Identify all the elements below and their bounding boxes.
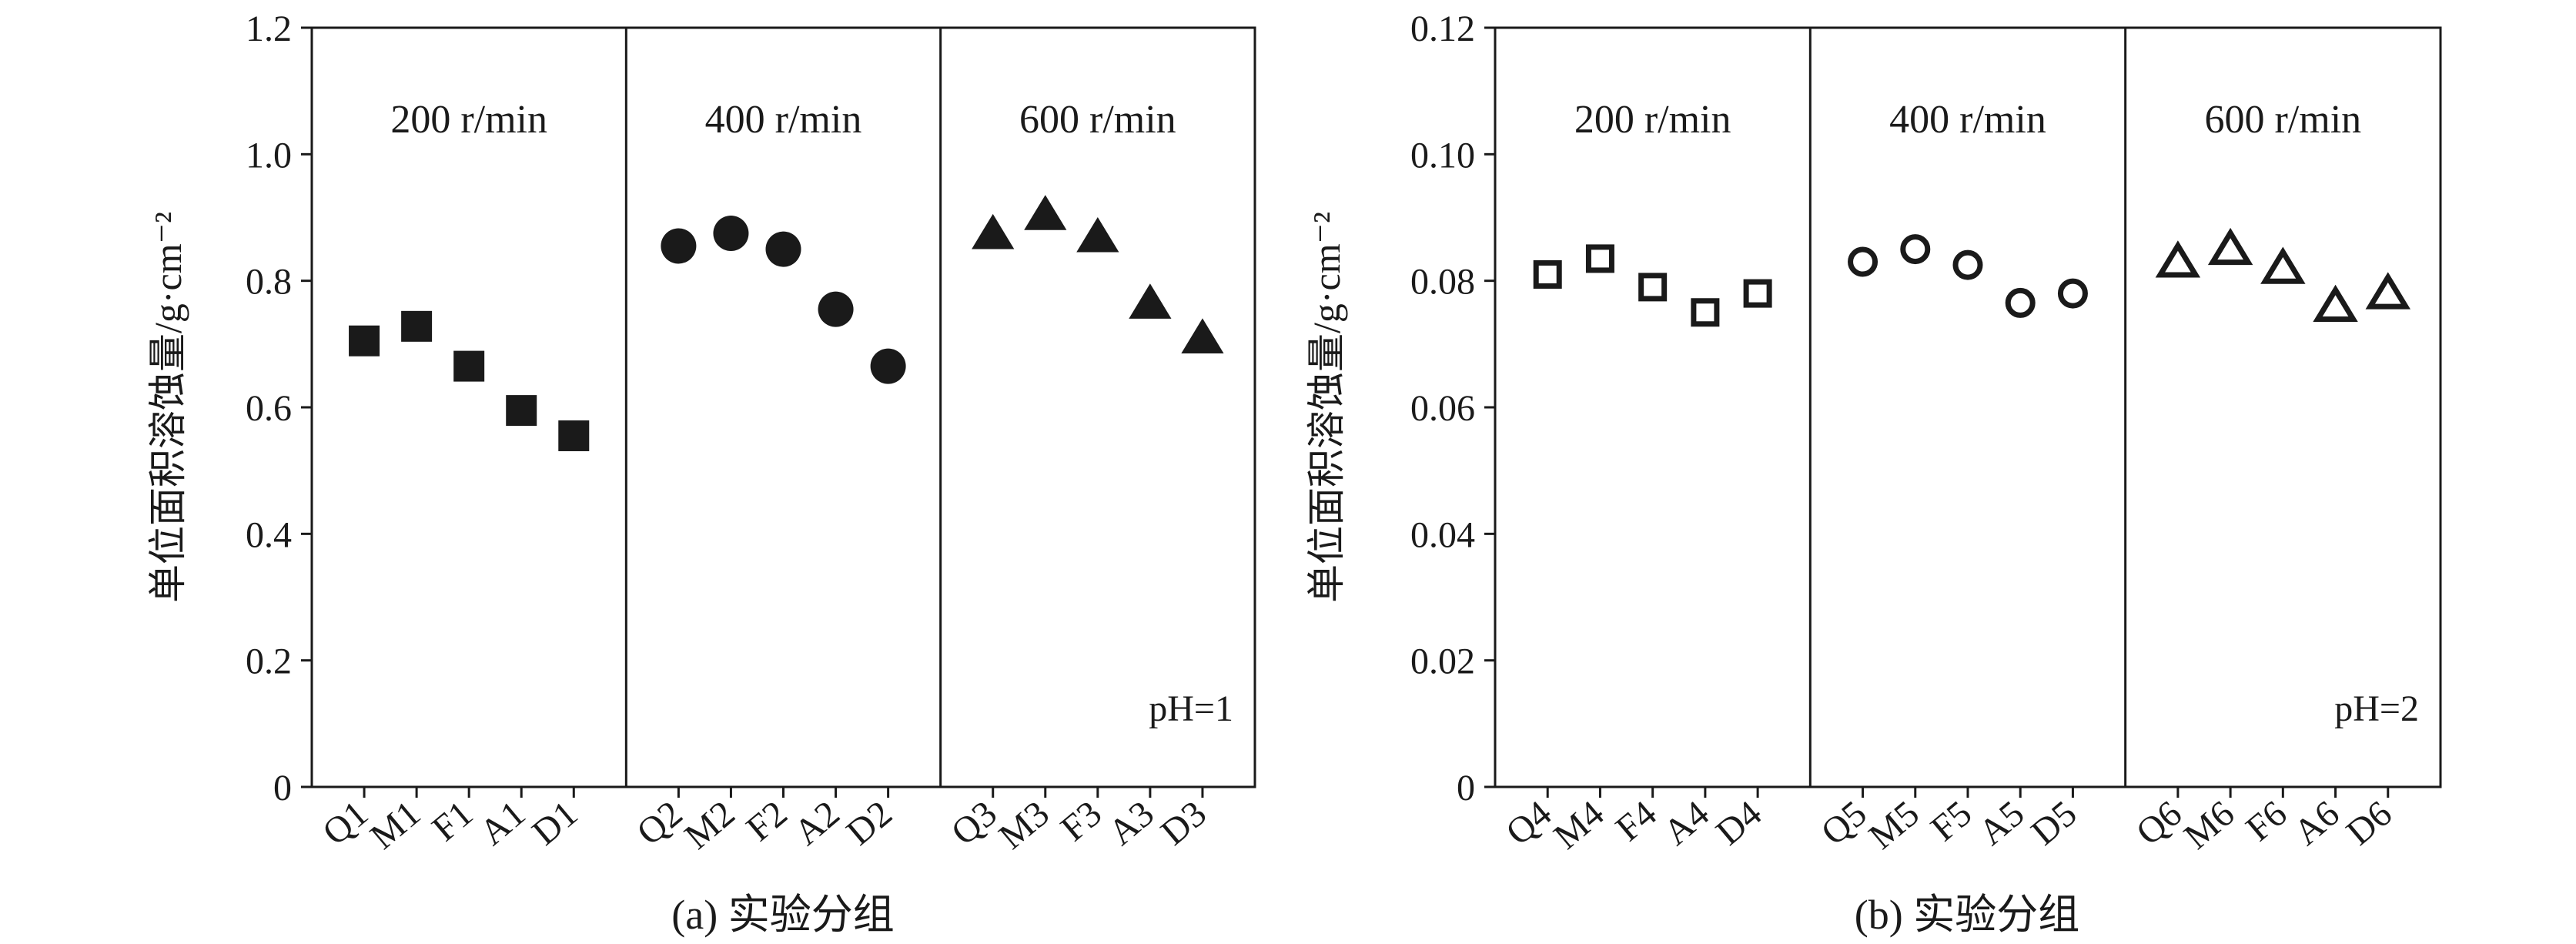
x-tick-label: M2: [677, 793, 742, 857]
x-tick-label: M1: [363, 793, 428, 857]
data-point-M6: [2207, 227, 2253, 266]
y-tick-label: 0.06: [1410, 388, 1475, 429]
data-point-Q3: [972, 213, 1015, 249]
y-tick-label: 0.2: [246, 641, 292, 682]
data-point-Q2: [661, 228, 697, 264]
x-tick-label: M3: [992, 793, 1057, 857]
data-point-F2: [765, 231, 801, 267]
x-tick-label: D1: [524, 793, 585, 853]
y-tick-label: 0.10: [1410, 135, 1475, 176]
y-tick-label: 0.08: [1410, 262, 1475, 303]
x-tick-label: D6: [2339, 793, 2400, 853]
x-tick-label: D2: [839, 793, 900, 853]
y-tick-label: 1.0: [246, 135, 292, 176]
data-point-Q1: [349, 325, 380, 357]
data-point-M1: [401, 310, 433, 342]
x-tick-label: A4: [1656, 793, 1717, 853]
data-point-A6: [2313, 284, 2358, 323]
chart-caption: (b) 实验分组: [1855, 892, 2079, 938]
data-point-A4: [1691, 298, 1720, 327]
x-tick-label: M4: [1546, 793, 1611, 857]
ph-annotation: pH=2: [2334, 688, 2419, 729]
y-tick-label: 0: [1457, 768, 1475, 808]
data-point-A5: [2005, 287, 2036, 318]
y-axis-label: 单位面积溶蚀量/g·cm⁻²: [146, 212, 189, 603]
data-point-F3: [1076, 216, 1119, 253]
x-tick-label: A1: [472, 793, 533, 853]
data-point-Q4: [1533, 259, 1562, 289]
x-tick-label: A3: [1101, 793, 1162, 853]
data-point-Q5: [1848, 246, 1878, 277]
y-axis-label: 单位面积溶蚀量/g·cm⁻²: [1305, 212, 1348, 603]
data-point-D1: [558, 420, 590, 451]
panel-label: 400 r/min: [705, 98, 862, 142]
data-point-D3: [1181, 318, 1224, 354]
y-tick-label: 0.4: [246, 514, 292, 555]
x-tick-label: A2: [787, 793, 848, 853]
x-tick-label: D4: [1708, 793, 1769, 853]
panel-label: 600 r/min: [2204, 98, 2361, 142]
data-point-D2: [870, 348, 906, 384]
y-tick-label: 0.12: [1410, 8, 1475, 49]
y-tick-label: 0.04: [1410, 514, 1475, 555]
x-tick-label: M6: [2176, 793, 2242, 857]
data-point-F1: [453, 350, 485, 382]
data-point-M2: [713, 216, 749, 252]
x-tick-label: A6: [2287, 793, 2347, 853]
data-point-D5: [2057, 278, 2088, 309]
x-tick-label: D5: [2024, 793, 2085, 853]
panel-label: 400 r/min: [1889, 98, 2046, 142]
data-point-F6: [2260, 246, 2306, 284]
x-tick-label: M5: [1862, 793, 1927, 857]
chart-caption: (a) 实验分组: [671, 892, 894, 938]
y-tick-label: 1.2: [246, 8, 292, 49]
ph-annotation: pH=1: [1149, 688, 1233, 729]
x-tick-label: D3: [1153, 793, 1214, 853]
data-point-Q6: [2155, 240, 2201, 278]
data-point-D6: [2365, 272, 2410, 310]
y-tick-label: 0.8: [246, 262, 292, 303]
panel-label: 200 r/min: [390, 98, 547, 142]
data-point-D4: [1743, 279, 1772, 308]
chart-b: 0 0.02 0.04 0.06 0.08 0.10 0.12 单位面积溶蚀量/g·cm⁻² 2…: [1305, 8, 2442, 938]
data-point-M5: [1900, 234, 1931, 265]
data-point-F5: [1952, 249, 1983, 280]
panel-label: 200 r/min: [1574, 98, 1731, 142]
data-point-A1: [506, 395, 537, 427]
data-point-A2: [818, 291, 854, 327]
data-point-M4: [1585, 244, 1614, 273]
data-point-M3: [1024, 195, 1067, 230]
y-tick-label: 0: [273, 768, 292, 808]
chart-a: 0 0.2 0.4 0.6 0.8 1.0 1.2 单位面积溶蚀量/g·cm⁻² 200 r/m…: [146, 8, 1256, 938]
y-tick-label: 0.02: [1410, 641, 1475, 682]
data-point-F4: [1638, 273, 1668, 302]
panel-label: 600 r/min: [1019, 98, 1176, 142]
data-point-A3: [1129, 283, 1172, 319]
x-tick-label: A5: [1971, 793, 2032, 853]
y-tick-label: 0.6: [246, 388, 292, 429]
